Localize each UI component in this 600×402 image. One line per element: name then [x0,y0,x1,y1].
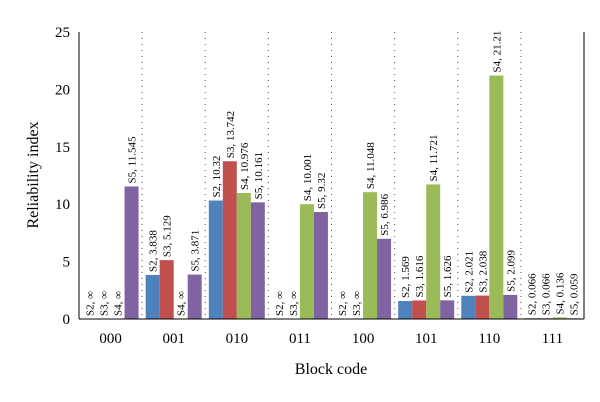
y-tick-label: 5 [63,255,71,271]
data-label: S3, ∞ [351,291,363,316]
bars [124,75,581,319]
bar [124,186,139,319]
bar [363,192,378,319]
y-tick-label: 15 [55,140,70,156]
data-label: S4, ∞ [113,291,125,316]
data-label: S2, ∞ [337,291,349,316]
y-tick-label: 25 [55,25,70,41]
data-label: S4, 21.21 [491,31,503,73]
data-label: S3, 13.742 [225,111,237,158]
axes [78,32,585,320]
bar [503,294,518,319]
data-label: S2, 10.32 [211,156,223,198]
data-label: S2, 2.021 [463,251,475,293]
data-label: S5, 2.099 [505,250,517,292]
data-label: S2, 3.838 [148,230,160,272]
bar [236,192,251,319]
x-tick-label: 101 [415,331,438,347]
data-label: S3, 0.066 [540,273,552,315]
bar [475,295,490,319]
x-tick-labels: 000 001 010 011 100 101 110 111 [99,331,563,347]
x-tick-label: 111 [542,331,563,347]
data-label: S3, 5.129 [162,215,174,257]
bar [377,238,392,319]
x-tick-label: 000 [99,331,122,347]
bar [412,300,427,319]
bar [250,202,265,319]
data-label: S5, 11.545 [127,136,139,183]
data-label: S5, 10.161 [253,152,265,199]
bar [222,161,237,319]
data-label: S2, 1.569 [400,256,412,298]
data-label: S4, 10.976 [239,142,251,190]
bar [552,317,567,319]
data-label: S2, 0.066 [526,273,538,315]
bar [313,212,328,319]
data-label: S3, 2.038 [477,250,489,292]
y-tick-label: 10 [55,197,70,213]
data-label: S4, ∞ [176,291,188,316]
data-label: S5, 1.626 [442,255,454,297]
data-label: S4, 11.721 [428,134,440,181]
data-label: S4, 10.001 [302,154,314,201]
data-label: S3, ∞ [99,291,111,316]
y-tick-labels: 0 5 10 15 20 25 [55,25,70,328]
data-label: S2, ∞ [274,291,286,316]
bar [461,295,476,319]
x-tick-label: 110 [478,331,500,347]
data-label: S5, 3.871 [190,230,202,272]
y-axis-title: Reliability index [25,121,42,228]
bar [145,274,160,319]
data-label: S3, 1.616 [414,255,426,297]
bar [489,75,504,319]
bar [187,274,202,319]
x-tick-label: 100 [352,331,375,347]
x-tick-label: 010 [226,331,249,347]
data-label: S5, 0.059 [568,273,580,315]
bar [398,300,413,319]
bar [208,200,223,319]
bar [299,204,314,319]
bar [440,300,455,319]
data-label: S5, 6.986 [379,193,391,235]
y-tick-label: 20 [55,82,70,98]
bar [426,184,441,319]
data-label: S3, ∞ [288,291,300,316]
y-tick-label: 0 [63,312,71,328]
bar [159,260,174,319]
x-tick-label: 001 [162,331,185,347]
x-axis-title: Block code [295,361,367,378]
data-label: S4, 0.136 [554,272,566,314]
data-label: S2, ∞ [85,291,97,316]
x-tick-label: 011 [289,331,311,347]
data-label: S5, 9.32 [316,173,328,209]
data-label: S4, 11.048 [365,142,377,189]
